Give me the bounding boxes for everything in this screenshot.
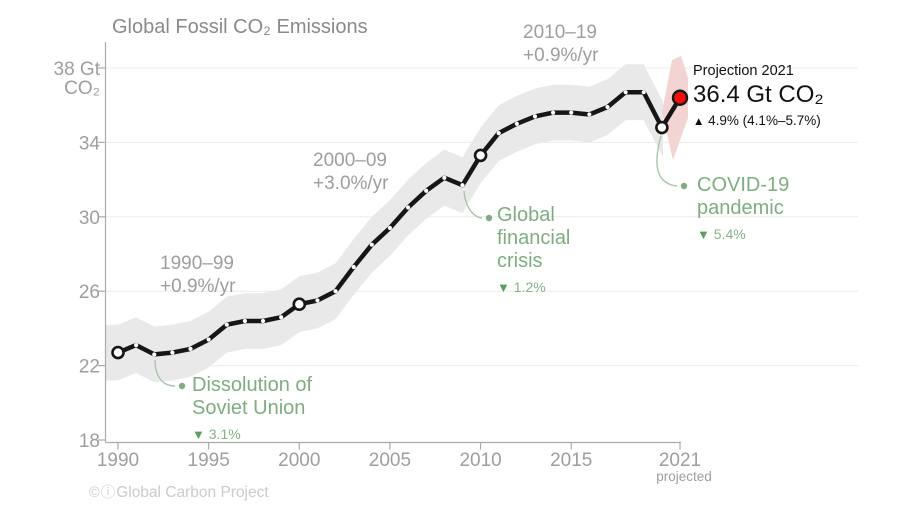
- data-point: [424, 188, 429, 193]
- data-point: [605, 104, 610, 110]
- data-point: [405, 205, 411, 210]
- data-point: [623, 90, 628, 95]
- data-point: [351, 264, 356, 270]
- data-point: [550, 110, 556, 115]
- x-tick-label: 2021: [659, 450, 701, 471]
- uncertainty-band: [106, 64, 663, 383]
- data-point: [242, 318, 248, 324]
- data-point: [641, 90, 646, 95]
- data-point: [333, 289, 338, 294]
- data-point: [188, 346, 193, 351]
- x-tick-label: 2010: [459, 450, 501, 471]
- data-point: [315, 298, 320, 303]
- decade-point: [292, 297, 307, 312]
- data-point: [532, 114, 538, 119]
- data-point: [514, 121, 519, 126]
- decade-point: [473, 148, 488, 163]
- x-tick-label: 2000: [278, 450, 320, 471]
- data-point: [170, 350, 175, 355]
- x-tick-label: 1990: [97, 450, 139, 471]
- leader-bullet: [178, 382, 186, 390]
- data-point: [224, 322, 229, 327]
- x-tick-label: 1995: [188, 450, 230, 471]
- y-tick-label: 26: [79, 282, 100, 303]
- y-tick-label: 18: [79, 431, 100, 452]
- x-tick-label: 2005: [369, 450, 411, 471]
- data-point: [442, 175, 447, 180]
- data-point: [206, 337, 211, 342]
- leader-line: [656, 135, 678, 187]
- leader-line: [154, 359, 176, 387]
- y-unit-label: CO₂: [64, 78, 100, 99]
- data-point: [279, 315, 284, 320]
- leader-bullet: [485, 214, 493, 222]
- leader-line: [463, 190, 483, 219]
- emissions-line: [115, 89, 683, 357]
- y-tick-label: 38 Gt: [54, 59, 101, 80]
- leader-bullet: [680, 182, 688, 190]
- data-point: [460, 183, 465, 188]
- data-point: [369, 242, 374, 247]
- data-point: [387, 225, 393, 231]
- y-tick-label: 22: [79, 357, 100, 378]
- projection-point: [671, 89, 689, 106]
- y-tick-label: 30: [79, 208, 100, 229]
- decade-point: [111, 345, 125, 360]
- data-point: [152, 352, 157, 357]
- decade-point: [655, 120, 669, 135]
- data-point: [260, 318, 266, 324]
- data-point: [134, 343, 139, 348]
- x-tick-label: 2015: [550, 450, 592, 471]
- data-point: [496, 131, 501, 136]
- data-point: [587, 112, 592, 117]
- data-point: [569, 110, 574, 115]
- y-tick-label: 34: [79, 133, 101, 154]
- projected-label: projected: [656, 469, 712, 484]
